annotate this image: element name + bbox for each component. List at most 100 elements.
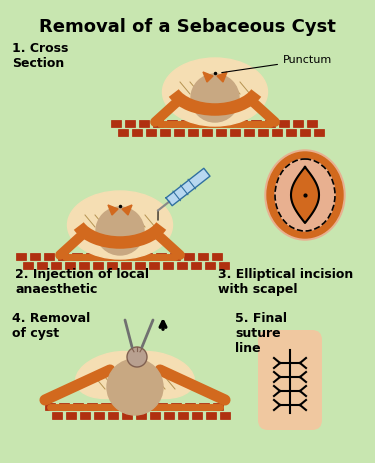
- FancyBboxPatch shape: [23, 262, 34, 270]
- FancyBboxPatch shape: [153, 120, 164, 128]
- FancyBboxPatch shape: [184, 253, 195, 261]
- FancyBboxPatch shape: [157, 403, 168, 411]
- FancyBboxPatch shape: [244, 129, 255, 137]
- FancyBboxPatch shape: [30, 253, 41, 261]
- FancyBboxPatch shape: [135, 262, 146, 270]
- FancyBboxPatch shape: [181, 120, 192, 128]
- FancyBboxPatch shape: [150, 412, 161, 420]
- FancyBboxPatch shape: [272, 129, 283, 137]
- FancyBboxPatch shape: [94, 412, 105, 420]
- FancyBboxPatch shape: [160, 129, 171, 137]
- Ellipse shape: [275, 159, 335, 231]
- FancyBboxPatch shape: [300, 129, 311, 137]
- FancyBboxPatch shape: [107, 262, 118, 270]
- Polygon shape: [122, 205, 132, 215]
- Ellipse shape: [76, 351, 154, 399]
- FancyBboxPatch shape: [205, 262, 216, 270]
- Text: Punctum: Punctum: [222, 55, 332, 73]
- FancyBboxPatch shape: [80, 412, 91, 420]
- FancyBboxPatch shape: [93, 262, 104, 270]
- FancyBboxPatch shape: [199, 403, 210, 411]
- FancyBboxPatch shape: [216, 129, 227, 137]
- FancyBboxPatch shape: [293, 120, 304, 128]
- Ellipse shape: [265, 150, 345, 240]
- FancyBboxPatch shape: [212, 253, 223, 261]
- FancyBboxPatch shape: [146, 129, 157, 137]
- Text: 2. Injection of local
anaesthetic: 2. Injection of local anaesthetic: [15, 268, 149, 296]
- Ellipse shape: [267, 152, 343, 238]
- FancyBboxPatch shape: [136, 412, 147, 420]
- FancyBboxPatch shape: [65, 262, 76, 270]
- FancyBboxPatch shape: [171, 403, 182, 411]
- FancyBboxPatch shape: [114, 253, 125, 261]
- Ellipse shape: [68, 191, 172, 259]
- FancyBboxPatch shape: [279, 120, 290, 128]
- FancyBboxPatch shape: [122, 412, 133, 420]
- FancyBboxPatch shape: [59, 403, 70, 411]
- FancyBboxPatch shape: [66, 412, 77, 420]
- FancyBboxPatch shape: [16, 253, 27, 261]
- FancyBboxPatch shape: [100, 253, 111, 261]
- FancyBboxPatch shape: [286, 129, 297, 137]
- Circle shape: [107, 359, 163, 415]
- FancyBboxPatch shape: [314, 129, 325, 137]
- FancyBboxPatch shape: [220, 412, 231, 420]
- FancyBboxPatch shape: [129, 403, 140, 411]
- Polygon shape: [203, 72, 213, 82]
- FancyBboxPatch shape: [177, 262, 188, 270]
- FancyBboxPatch shape: [202, 129, 213, 137]
- FancyBboxPatch shape: [132, 129, 143, 137]
- FancyBboxPatch shape: [156, 253, 167, 261]
- Text: 4. Removal
of cyst: 4. Removal of cyst: [12, 312, 90, 340]
- FancyBboxPatch shape: [191, 262, 202, 270]
- FancyBboxPatch shape: [51, 262, 62, 270]
- FancyBboxPatch shape: [163, 262, 174, 270]
- Circle shape: [127, 347, 147, 367]
- FancyBboxPatch shape: [198, 253, 209, 261]
- FancyBboxPatch shape: [73, 403, 84, 411]
- FancyBboxPatch shape: [149, 262, 160, 270]
- FancyBboxPatch shape: [115, 403, 126, 411]
- Circle shape: [191, 74, 239, 122]
- FancyBboxPatch shape: [174, 129, 185, 137]
- FancyBboxPatch shape: [213, 403, 224, 411]
- FancyBboxPatch shape: [178, 412, 189, 420]
- FancyBboxPatch shape: [58, 253, 69, 261]
- FancyBboxPatch shape: [125, 120, 136, 128]
- FancyBboxPatch shape: [251, 120, 262, 128]
- Ellipse shape: [162, 58, 267, 126]
- FancyBboxPatch shape: [265, 120, 276, 128]
- FancyBboxPatch shape: [101, 403, 112, 411]
- FancyBboxPatch shape: [237, 120, 248, 128]
- FancyBboxPatch shape: [230, 129, 241, 137]
- Polygon shape: [291, 167, 319, 223]
- FancyBboxPatch shape: [209, 120, 220, 128]
- FancyBboxPatch shape: [192, 412, 203, 420]
- FancyBboxPatch shape: [118, 129, 129, 137]
- FancyBboxPatch shape: [45, 403, 56, 411]
- Text: Removal of a Sebaceous Cyst: Removal of a Sebaceous Cyst: [39, 18, 335, 36]
- FancyBboxPatch shape: [143, 403, 154, 411]
- FancyBboxPatch shape: [142, 253, 153, 261]
- FancyBboxPatch shape: [170, 253, 181, 261]
- Polygon shape: [217, 72, 227, 82]
- FancyBboxPatch shape: [121, 262, 132, 270]
- FancyBboxPatch shape: [223, 120, 234, 128]
- Text: 5. Final
suture
line: 5. Final suture line: [235, 312, 287, 355]
- FancyBboxPatch shape: [188, 129, 199, 137]
- Ellipse shape: [116, 351, 194, 399]
- Text: 3. Elliptical incision
with scapel: 3. Elliptical incision with scapel: [218, 268, 353, 296]
- FancyBboxPatch shape: [87, 403, 98, 411]
- FancyBboxPatch shape: [206, 412, 217, 420]
- FancyBboxPatch shape: [128, 253, 139, 261]
- FancyBboxPatch shape: [72, 253, 83, 261]
- FancyBboxPatch shape: [258, 129, 269, 137]
- Polygon shape: [166, 168, 210, 206]
- FancyBboxPatch shape: [164, 412, 175, 420]
- Circle shape: [96, 207, 144, 255]
- FancyBboxPatch shape: [86, 253, 97, 261]
- FancyBboxPatch shape: [108, 412, 119, 420]
- FancyBboxPatch shape: [79, 262, 90, 270]
- Text: 1. Cross
Section: 1. Cross Section: [12, 42, 68, 70]
- FancyBboxPatch shape: [37, 262, 48, 270]
